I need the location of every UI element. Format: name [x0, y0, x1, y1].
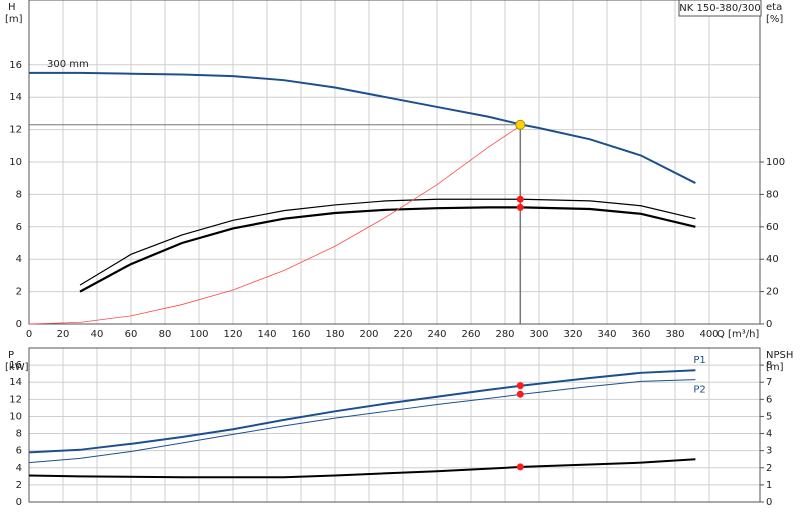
y2-tick-label: 3 [766, 446, 772, 457]
y2-tick-label: 7 [766, 377, 772, 388]
duty-point [516, 390, 524, 398]
x-tick-label: 100 [189, 329, 208, 340]
y2-tick-label: 6 [766, 394, 772, 405]
x-tick-label: 380 [665, 329, 684, 340]
y-tick-label: 14 [9, 377, 22, 388]
series-line [28, 379, 696, 464]
y-tick-label: 12 [9, 394, 22, 405]
y-tick-label: 2 [16, 287, 22, 298]
x-tick-label: 320 [563, 329, 582, 340]
x-tick-label: 280 [495, 329, 514, 340]
y2-tick-label: 80 [766, 189, 779, 200]
y2-tick-label: 40 [766, 254, 779, 265]
y-tick-label: 6 [16, 222, 22, 233]
x-tick-label: 20 [57, 329, 70, 340]
series-line [28, 124, 523, 325]
y-tick-label: 0 [16, 319, 22, 330]
duty-point [516, 195, 524, 203]
y-tick-label: 8 [16, 429, 22, 440]
duty-point [516, 203, 524, 211]
series-label: P1 [693, 355, 705, 366]
y-tick-label: 16 [9, 360, 22, 371]
x-tick-label: 140 [257, 329, 276, 340]
x-tick-label: 360 [631, 329, 650, 340]
y-tick-label: 4 [16, 463, 22, 474]
x-tick-label: 120 [223, 329, 242, 340]
y-axis-label: P [8, 350, 14, 361]
x-tick-label: 60 [125, 329, 138, 340]
x-tick-label: 220 [393, 329, 412, 340]
x-tick-label: 180 [325, 329, 344, 340]
y2-axis-unit: [m] [766, 362, 784, 373]
plot-frame [28, 0, 761, 325]
y-tick-label: 6 [16, 446, 22, 457]
series-line [28, 458, 696, 479]
y2-tick-label: 0 [766, 319, 772, 330]
series-label: 300 mm [47, 59, 89, 70]
y2-tick-label: 20 [766, 287, 779, 298]
y2-tick-label: 5 [766, 411, 772, 422]
y2-tick-label: 60 [766, 222, 779, 233]
y2-tick-label: 8 [766, 360, 772, 371]
y2-tick-label: 0 [766, 497, 772, 508]
duty-point [516, 463, 524, 471]
x-axis-label: Q [m³/h] [717, 329, 759, 340]
series-line [29, 71, 696, 184]
title-box [678, 0, 762, 17]
series-label: P2 [693, 385, 705, 396]
duty-point [515, 119, 526, 130]
y-tick-label: 14 [9, 92, 22, 103]
y-axis-unit: [kW] [5, 362, 29, 373]
y-tick-label: 16 [9, 60, 22, 71]
series-line [79, 206, 696, 293]
y-tick-label: 10 [9, 411, 22, 422]
y-tick-label: 0 [16, 497, 22, 508]
y-tick-label: 12 [9, 125, 22, 136]
y2-tick-label: 100 [766, 157, 785, 168]
y2-axis-label: NPSH [766, 350, 793, 361]
y-tick-label: 4 [16, 254, 22, 265]
x-tick-label: 240 [427, 329, 446, 340]
x-tick-label: 200 [359, 329, 378, 340]
y2-tick-label: 2 [766, 463, 772, 474]
duty-point [516, 382, 524, 390]
x-tick-label: 40 [91, 329, 104, 340]
y-tick-label: 2 [16, 480, 22, 491]
y2-axis-label: eta [766, 2, 782, 13]
x-tick-label: 80 [159, 329, 172, 340]
chart-title: NK 150-380/300 [679, 3, 760, 14]
x-tick-label: 300 [529, 329, 548, 340]
y-tick-label: 10 [9, 157, 22, 168]
x-tick-label: 0 [26, 329, 32, 340]
y-axis-unit: [m] [5, 14, 23, 25]
y2-tick-label: 1 [766, 480, 772, 491]
series-line [79, 198, 696, 286]
y2-axis-unit: [%] [766, 14, 783, 25]
series-line [28, 369, 696, 454]
x-tick-label: 160 [291, 329, 310, 340]
y-tick-label: 8 [16, 189, 22, 200]
y2-tick-label: 4 [766, 429, 772, 440]
plot-frame [28, 347, 761, 503]
x-tick-label: 340 [597, 329, 616, 340]
x-tick-label: 260 [461, 329, 480, 340]
y-axis-label: H [8, 2, 16, 13]
x-tick-label: 400 [699, 329, 718, 340]
